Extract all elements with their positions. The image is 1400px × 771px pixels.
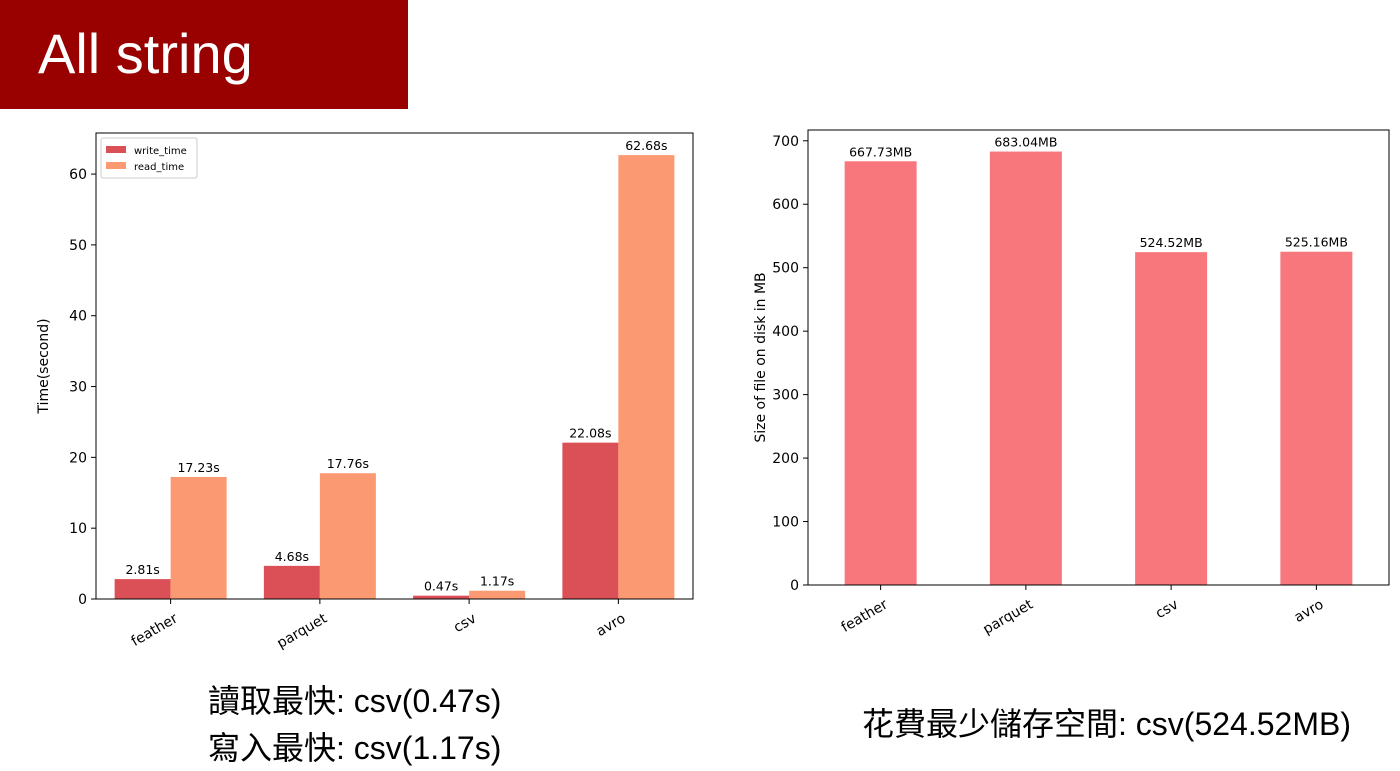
time-ylabel: Time(second) — [36, 318, 52, 414]
time-ytick-label: 10 — [69, 521, 87, 537]
time-ytick-label: 30 — [69, 380, 87, 396]
time-bar-write_time-feather — [114, 579, 171, 599]
size-ytick-label: 100 — [772, 515, 799, 531]
time-ytick-label: 50 — [69, 238, 87, 254]
size-bar-size-feather — [844, 161, 917, 585]
size-ylabel: Size of file on disk in MB — [753, 272, 769, 442]
time-plot-frame — [95, 132, 694, 600]
time-data-label: 22.08s — [569, 426, 611, 441]
time-ytick-label: 40 — [69, 309, 87, 325]
size-ytick-label: 200 — [772, 451, 799, 467]
size-ytick-label: 400 — [772, 324, 799, 340]
size-ytick-label: 700 — [772, 134, 799, 150]
time-ytick-label: 60 — [69, 167, 87, 183]
time-legend-label-read_time: read_time — [134, 162, 184, 173]
time-bar-read_time-csv — [469, 590, 526, 599]
time-data-label: 17.23s — [177, 460, 219, 475]
time-legend-swatch-read_time — [106, 162, 126, 169]
size-ytick-label: 500 — [772, 261, 799, 277]
time-data-label: 4.68s — [275, 549, 309, 564]
size-xtick-label: csv — [1153, 597, 1181, 622]
size-bar-size-csv — [1135, 252, 1208, 585]
time-data-label: 17.76s — [327, 456, 369, 471]
size-data-label: 524.52MB — [1140, 235, 1203, 250]
time-bar-write_time-parquet — [263, 565, 320, 599]
time-data-label: 0.47s — [424, 579, 458, 594]
time-legend-label-write_time: write_time — [134, 146, 187, 157]
size-plot-frame — [807, 129, 1390, 586]
size-xtick-label: feather — [839, 596, 891, 635]
title-band: All string — [0, 0, 408, 109]
size-ytick-label: 0 — [790, 578, 799, 594]
time-bar-write_time-avro — [562, 442, 619, 599]
size-ytick-label: 300 — [772, 388, 799, 404]
size-xtick-label: parquet — [980, 596, 1036, 638]
time-legend: write_time read_time — [100, 137, 198, 179]
time-bar-read_time-parquet — [319, 473, 376, 599]
time-data-label: 62.68s — [625, 138, 667, 153]
caption-fastest-read: 讀取最快: csv(0.47s) — [208, 683, 502, 719]
size-bar-size-avro — [1280, 251, 1353, 585]
slide-title: All string — [38, 22, 253, 85]
time-bar-read_time-feather — [170, 476, 227, 599]
size-data-label: 683.04MB — [994, 135, 1057, 150]
time-ytick-label: 20 — [69, 450, 87, 466]
size-data-label: 525.16MB — [1285, 235, 1348, 250]
time-bar-write_time-csv — [413, 595, 470, 599]
caption-least-storage: 花費最少儲存空間: csv(524.52MB) — [862, 706, 1351, 742]
time-data-label: 1.17s — [480, 574, 514, 589]
size-bar-size-parquet — [989, 151, 1062, 585]
time-bar-read_time-avro — [618, 155, 675, 599]
size-xtick-label: avro — [1292, 597, 1327, 626]
time-ytick-label: 0 — [78, 592, 87, 608]
caption-fastest-write: 寫入最快: csv(1.17s) — [208, 730, 502, 766]
size-ytick-label: 600 — [772, 197, 799, 213]
size-data-label: 667.73MB — [849, 144, 912, 159]
time-legend-swatch-write_time — [106, 146, 126, 153]
time-data-label: 2.81s — [125, 562, 159, 577]
